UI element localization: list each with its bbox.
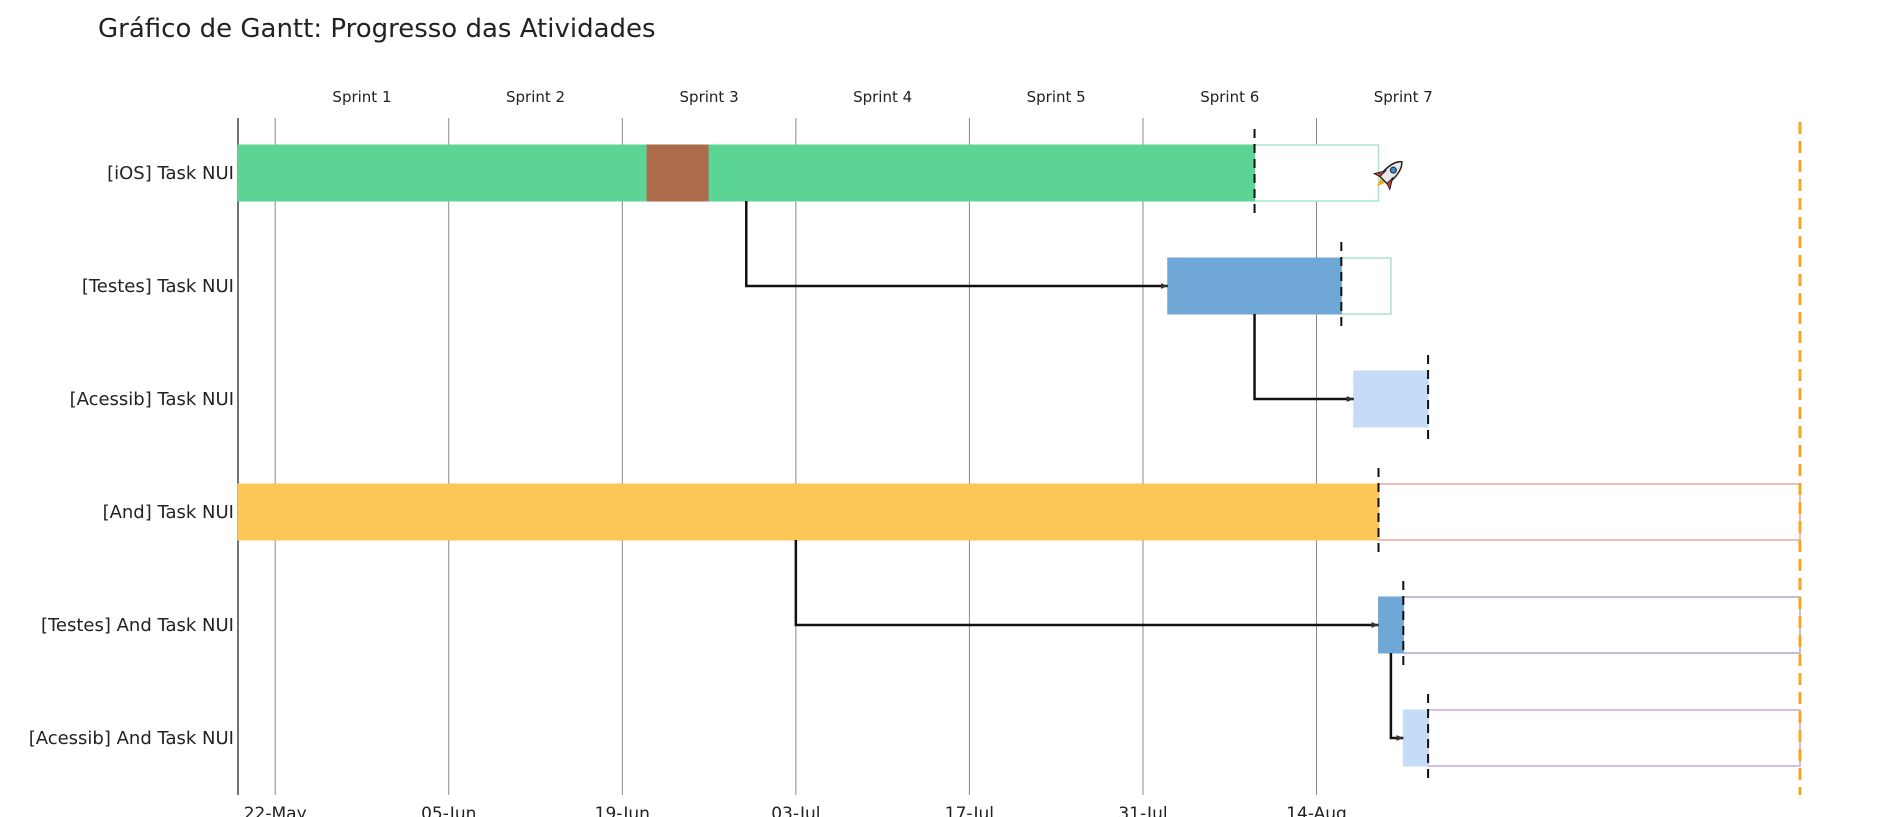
x-tick-label: 22-May — [244, 804, 307, 817]
x-tick-label: 17-Jul — [945, 804, 994, 817]
x-tick-label: 31-Jul — [1118, 804, 1167, 817]
task-label: [And] Task NUI — [103, 502, 234, 523]
planned-bar — [1377, 483, 1801, 541]
progress-bar — [237, 483, 1380, 541]
sprint-label: Sprint 3 — [680, 88, 739, 106]
x-tick-label: 19-Jun — [595, 804, 650, 817]
task-label: [Acessib] Task NUI — [70, 389, 234, 410]
x-tick-label: 03-Jul — [771, 804, 820, 817]
x-tick-label: 05-Jun — [421, 804, 476, 817]
progress-bar — [1378, 596, 1404, 654]
x-tick-label: 14-Aug — [1286, 804, 1347, 817]
dependency-arrow — [1253, 314, 1354, 402]
sprint-label: Sprint 5 — [1027, 88, 1086, 106]
task-label: [Acessib] And Task NUI — [29, 728, 234, 749]
sprint-label: Sprint 2 — [506, 88, 565, 106]
planned-bar — [1340, 257, 1392, 315]
dependencies-layer — [745, 201, 1404, 741]
planned-bar — [1402, 596, 1801, 654]
labels-layer: 22-May 05-Jun 19-Jun 03-Jul 17-Jul 31-Jul 14-A… — [29, 88, 1433, 817]
dependency-arrow — [1389, 653, 1404, 741]
dependency-arrow — [745, 201, 1168, 289]
planned-bar — [1253, 144, 1380, 202]
grid-layer — [237, 118, 1318, 795]
chart-title: Gráfico de Gantt: Progresso das Atividad… — [98, 14, 656, 44]
dependency-arrow — [794, 540, 1379, 628]
progress-bar — [1402, 709, 1429, 767]
progress-bar — [1353, 370, 1429, 428]
bars-layer — [237, 144, 1801, 767]
task-label: [iOS] Task NUI — [107, 163, 234, 184]
progress-bar — [237, 144, 648, 202]
task-label: [Testes] Task NUI — [82, 276, 234, 297]
task-label: [Testes] And Task NUI — [41, 615, 234, 636]
progress-bar — [646, 144, 710, 202]
sprint-label: Sprint 4 — [853, 88, 912, 106]
markers-layer — [1253, 122, 1802, 795]
sprint-label: Sprint 1 — [332, 88, 391, 106]
progress-bar — [1167, 257, 1342, 315]
progress-bar — [708, 144, 1256, 202]
planned-bar — [1427, 709, 1801, 767]
sprint-label: Sprint 7 — [1374, 88, 1433, 106]
rocket-icon — [1372, 160, 1403, 191]
sprint-label: Sprint 6 — [1200, 88, 1259, 106]
